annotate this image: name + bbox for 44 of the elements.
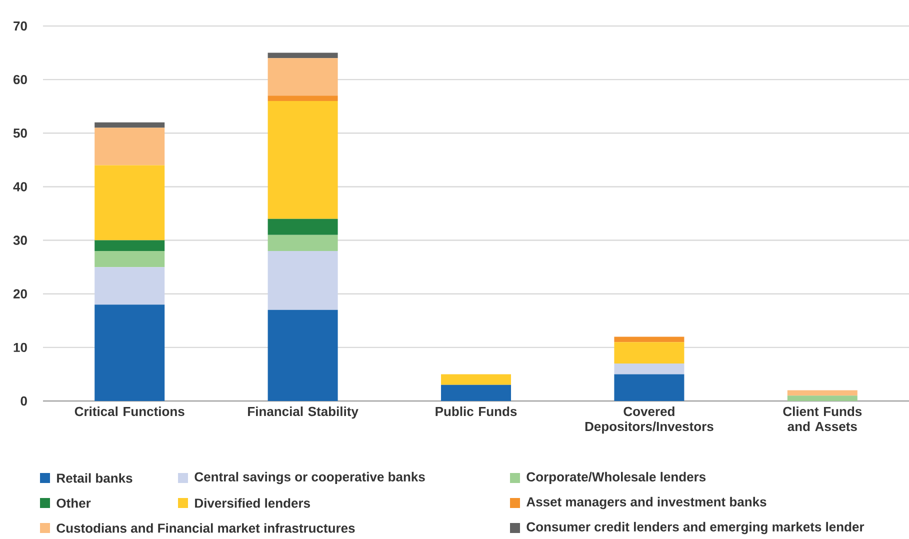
- legend-label: Central savings or cooperative banks: [194, 472, 425, 484]
- bar: [614, 342, 684, 364]
- bar: [614, 364, 684, 374]
- x-tick-label: Public Funds: [436, 406, 517, 416]
- bar: [94, 122, 165, 128]
- bar: [268, 58, 338, 96]
- legend-label: Retail banks: [57, 473, 132, 483]
- bar: [614, 374, 684, 401]
- bar: [94, 304, 165, 401]
- bar: [268, 310, 338, 401]
- y-tick-label: 50: [13, 128, 27, 138]
- legend-label: Asset managers and investment banks: [526, 496, 766, 510]
- bar: [787, 390, 858, 396]
- legend-label: Diversified lenders: [195, 498, 310, 508]
- x-tick-label: Client Funds and Assets: [783, 406, 862, 432]
- bar: [441, 374, 512, 385]
- y-tick-label: 70: [14, 21, 27, 31]
- y-tick-label: 40: [13, 182, 27, 192]
- legend-label: Other: [56, 498, 91, 508]
- bar: [268, 218, 338, 235]
- legend-label: Consumer credit lenders and emerging markets lender: [526, 522, 864, 534]
- x-tick-label: Financial Stability: [248, 406, 358, 419]
- x-tick-label: Critical Functions: [74, 406, 184, 416]
- bar: [268, 101, 338, 219]
- bar: [268, 96, 338, 101]
- legend-label: Corporate/Wholesale lenders: [526, 472, 706, 484]
- bar: [787, 396, 858, 401]
- bar: [94, 251, 165, 268]
- y-tick-label: 20: [13, 289, 27, 298]
- bar: [441, 384, 512, 401]
- bar: [94, 128, 165, 166]
- x-tick-label: Covered Depositors/Investors: [585, 406, 714, 434]
- bar: [268, 234, 338, 251]
- bar: [94, 165, 165, 240]
- bar: [268, 251, 338, 310]
- legend-label: Custodians and Financial market infrastructures: [56, 523, 355, 533]
- y-tick-label: 0: [20, 396, 27, 406]
- y-tick-label: 60: [13, 74, 27, 84]
- bar: [94, 240, 165, 251]
- bar: [614, 336, 684, 342]
- y-tick-label: 10: [14, 342, 27, 352]
- bar: [268, 52, 338, 58]
- y-tick-label: 30: [13, 236, 27, 245]
- bar: [94, 267, 165, 305]
